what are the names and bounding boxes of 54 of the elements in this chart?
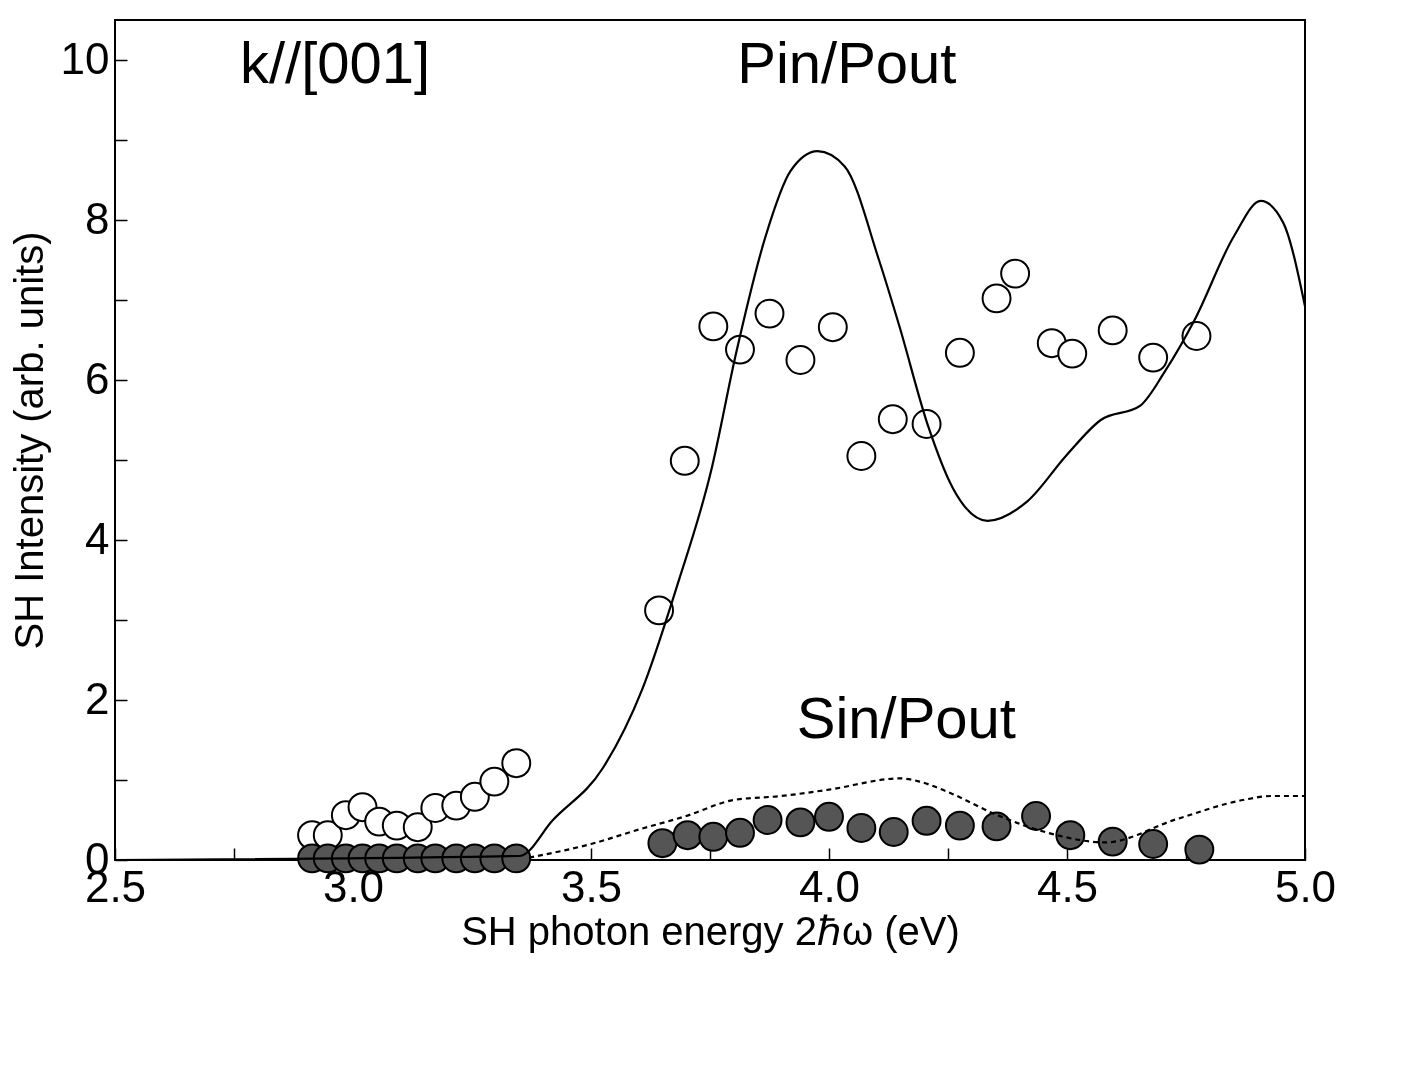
point <box>501 843 532 874</box>
point <box>981 811 1012 842</box>
point <box>698 821 729 852</box>
point <box>1184 834 1215 865</box>
point <box>459 781 490 812</box>
text: 3.0 <box>322 861 385 911</box>
point <box>725 334 755 365</box>
point <box>944 337 975 368</box>
point <box>1097 826 1128 857</box>
text: 4.0 <box>798 861 861 911</box>
point <box>944 810 975 841</box>
point <box>698 311 729 342</box>
y-tick-label: 2 <box>85 673 110 723</box>
point <box>647 828 678 859</box>
point <box>725 817 755 848</box>
point <box>981 283 1012 314</box>
point <box>846 813 877 843</box>
point <box>1181 321 1212 351</box>
point <box>1000 258 1031 289</box>
point <box>911 409 942 439</box>
x-axis-title: SH photon energy 2ℏω (eV) <box>461 908 960 953</box>
y-tick-label: 6 <box>85 353 110 403</box>
annotation: Pin/Pout <box>737 30 957 96</box>
y-tick-label: 8 <box>85 193 110 243</box>
y-axis-title: SH Intensity (arb. units) <box>6 231 51 650</box>
point <box>754 298 785 329</box>
y-tick-label: 10 <box>60 33 110 83</box>
point <box>785 345 816 375</box>
point <box>479 766 510 797</box>
point <box>1097 315 1128 346</box>
annotation: k//[001] <box>239 30 431 96</box>
point <box>814 801 844 832</box>
point <box>1138 342 1169 373</box>
point <box>752 805 783 835</box>
point <box>402 812 433 843</box>
point <box>1138 829 1169 859</box>
x-tick-label: 4.5 <box>1036 861 1099 911</box>
y-tick-label: 4 <box>85 513 110 563</box>
point <box>644 595 675 626</box>
text: 5.0 <box>1274 861 1337 911</box>
point <box>846 441 877 471</box>
point <box>669 445 700 476</box>
annotation: Sin/Pout <box>796 685 1016 751</box>
point <box>1021 801 1052 831</box>
point <box>785 807 816 838</box>
point <box>878 817 909 847</box>
x-tick-label: 3.5 <box>560 861 623 911</box>
point <box>1057 338 1088 369</box>
point <box>501 748 532 779</box>
point <box>1055 820 1086 851</box>
point <box>911 805 942 836</box>
point <box>877 404 908 435</box>
point <box>817 312 848 343</box>
point <box>672 820 703 851</box>
